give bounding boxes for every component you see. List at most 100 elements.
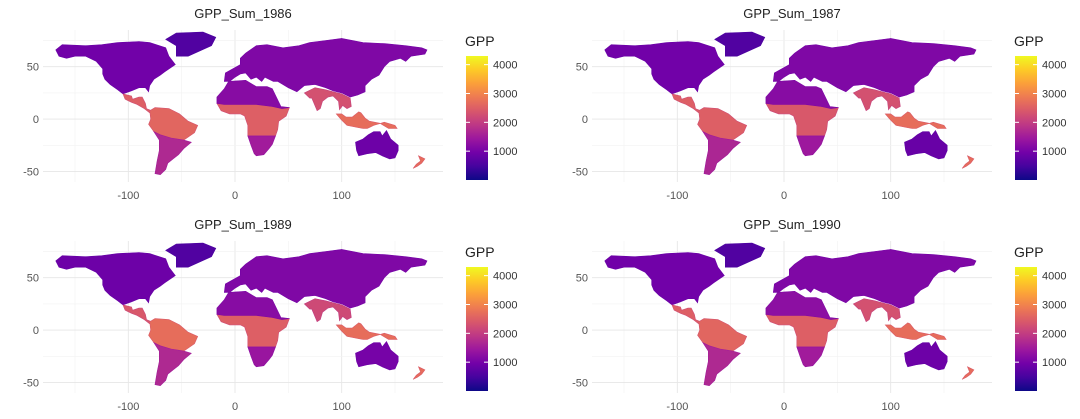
region-africa_tropics — [765, 314, 839, 348]
map-panel-GPP_Sum_1989: GPP_Sum_1989 -100 0 100 -50 0 50 GPP 1000 2000 300… — [23, 217, 517, 413]
y-tick-label: 50 — [576, 273, 588, 285]
legend-colorbar — [1015, 56, 1037, 180]
legend-tick-label: 2000 — [493, 117, 517, 129]
x-tick-label: 0 — [781, 401, 787, 413]
legend-tick-label: 4000 — [1042, 271, 1066, 283]
legend-colorbar — [466, 267, 488, 391]
region-southern_south_america — [702, 341, 741, 387]
region-new_zealand — [412, 155, 426, 169]
y-tick-label: -50 — [572, 378, 588, 390]
legend-tick-label: 1000 — [1042, 146, 1066, 158]
region-southeast_asia — [335, 111, 398, 129]
legend-tick-label: 4000 — [493, 60, 517, 72]
region-africa_tropics — [216, 103, 290, 137]
legend-tick-label: 4000 — [493, 271, 517, 283]
y-tick-label: 0 — [33, 114, 39, 126]
region-amazon — [148, 318, 199, 352]
legend-tick-label: 1000 — [1042, 357, 1066, 369]
panel-title: GPP_Sum_1989 — [194, 217, 292, 232]
x-tick-label: 0 — [781, 190, 787, 202]
map-panel-GPP_Sum_1987: GPP_Sum_1987 -100 0 100 -50 0 50 GPP 1000 2000 300… — [572, 6, 1066, 202]
region-amazon — [697, 107, 748, 141]
region-europe_asia — [223, 38, 428, 98]
region-north_america — [55, 252, 176, 306]
x-tick-label: -100 — [666, 190, 688, 202]
panel-title: GPP_Sum_1987 — [743, 6, 841, 21]
legend-tick-label: 2000 — [1042, 328, 1066, 340]
panel-title: GPP_Sum_1990 — [743, 217, 841, 232]
region-south_asia — [852, 87, 901, 112]
legend-tick-label: 3000 — [1042, 299, 1066, 311]
x-tick-label: 100 — [881, 401, 899, 413]
legend-colorbar — [466, 56, 488, 180]
region-north_america — [55, 41, 176, 95]
map-panel-GPP_Sum_1990: GPP_Sum_1990 -100 0 100 -50 0 50 GPP 1000 2000 300… — [572, 217, 1066, 413]
region-africa_north — [765, 79, 839, 109]
y-tick-label: 0 — [582, 325, 588, 337]
legend-tick-label: 4000 — [1042, 60, 1066, 72]
region-australia — [355, 130, 399, 160]
y-tick-label: 50 — [27, 62, 39, 74]
legend-colorbar — [1015, 267, 1037, 391]
region-africa_north — [765, 290, 839, 320]
region-africa_south — [796, 346, 825, 368]
y-tick-label: -50 — [23, 167, 39, 179]
legend-tick-label: 1000 — [493, 146, 517, 158]
region-greenland — [714, 242, 766, 268]
legend-tick-label: 1000 — [493, 357, 517, 369]
region-greenland — [714, 31, 766, 57]
x-tick-label: 100 — [332, 401, 350, 413]
x-tick-label: 100 — [881, 190, 899, 202]
region-amazon — [697, 318, 748, 352]
region-europe_asia — [772, 38, 977, 98]
region-africa_tropics — [216, 314, 290, 348]
x-tick-label: 0 — [232, 190, 238, 202]
region-central_america — [671, 93, 702, 114]
region-europe_asia — [223, 249, 428, 309]
legend-title: GPP — [1014, 244, 1044, 260]
map-panel-GPP_Sum_1986: GPP_Sum_1986 -100 0 100 -50 0 50 GPP 1000 2000 300… — [23, 6, 517, 202]
region-greenland — [165, 31, 217, 57]
y-tick-label: 50 — [27, 273, 39, 285]
region-africa_south — [796, 135, 825, 157]
y-tick-label: 0 — [33, 325, 39, 337]
region-south_asia — [852, 298, 901, 323]
region-new_zealand — [961, 155, 975, 169]
x-tick-label: 0 — [232, 401, 238, 413]
region-southern_south_america — [702, 130, 741, 176]
x-tick-label: -100 — [117, 401, 139, 413]
region-south_asia — [303, 87, 352, 112]
region-amazon — [148, 107, 199, 141]
region-africa_north — [216, 79, 290, 109]
panel-title: GPP_Sum_1986 — [194, 6, 292, 21]
x-tick-label: 100 — [332, 190, 350, 202]
legend-tick-label: 3000 — [1042, 88, 1066, 100]
y-tick-label: 50 — [576, 62, 588, 74]
region-new_zealand — [961, 366, 975, 380]
region-southern_south_america — [153, 341, 192, 387]
y-tick-label: -50 — [572, 167, 588, 179]
legend-tick-label: 2000 — [493, 328, 517, 340]
region-north_america — [604, 252, 725, 306]
legend-title: GPP — [1014, 33, 1044, 49]
region-new_zealand — [412, 366, 426, 380]
region-southern_south_america — [153, 130, 192, 176]
y-tick-label: -50 — [23, 378, 39, 390]
legend-tick-label: 2000 — [1042, 117, 1066, 129]
x-tick-label: -100 — [666, 401, 688, 413]
x-tick-label: -100 — [117, 190, 139, 202]
region-australia — [355, 341, 399, 371]
region-north_america — [604, 41, 725, 95]
region-africa_north — [216, 290, 290, 320]
legend-title: GPP — [465, 244, 495, 260]
region-south_asia — [303, 298, 352, 323]
region-europe_asia — [772, 249, 977, 309]
region-africa_tropics — [765, 103, 839, 137]
region-central_america — [671, 304, 702, 325]
region-greenland — [165, 242, 217, 268]
legend-tick-label: 3000 — [493, 88, 517, 100]
y-tick-label: 0 — [582, 114, 588, 126]
legend-title: GPP — [465, 33, 495, 49]
region-southeast_asia — [884, 322, 947, 340]
region-central_america — [122, 93, 153, 114]
